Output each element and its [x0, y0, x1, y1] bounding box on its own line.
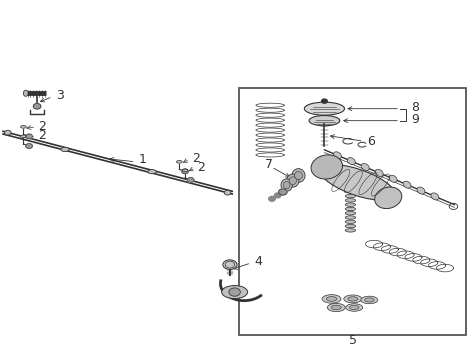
Circle shape: [321, 99, 327, 103]
Ellipse shape: [345, 212, 356, 215]
Ellipse shape: [346, 304, 363, 311]
Circle shape: [279, 189, 287, 195]
Ellipse shape: [23, 90, 28, 96]
Text: 5: 5: [349, 333, 357, 347]
Ellipse shape: [223, 260, 237, 269]
Ellipse shape: [294, 172, 302, 180]
Text: 2: 2: [38, 129, 46, 142]
Ellipse shape: [176, 160, 182, 163]
Text: 3: 3: [56, 89, 64, 103]
Ellipse shape: [345, 216, 356, 219]
Circle shape: [26, 134, 32, 139]
Circle shape: [182, 169, 188, 174]
Ellipse shape: [182, 169, 188, 172]
Circle shape: [33, 104, 41, 109]
Ellipse shape: [304, 102, 345, 115]
Ellipse shape: [20, 135, 26, 138]
Text: 2: 2: [197, 161, 205, 174]
Ellipse shape: [348, 297, 358, 301]
Ellipse shape: [289, 177, 296, 184]
Text: 1: 1: [139, 153, 146, 166]
Text: 9: 9: [411, 113, 419, 126]
Ellipse shape: [287, 174, 299, 187]
Ellipse shape: [374, 187, 402, 208]
Ellipse shape: [345, 203, 356, 206]
Ellipse shape: [345, 207, 356, 211]
Text: 8: 8: [411, 101, 419, 114]
Ellipse shape: [309, 116, 340, 126]
Ellipse shape: [283, 181, 290, 189]
Ellipse shape: [4, 130, 11, 135]
Bar: [239, 88, 466, 335]
Ellipse shape: [222, 286, 247, 299]
Ellipse shape: [345, 195, 356, 198]
Ellipse shape: [375, 169, 383, 176]
Ellipse shape: [361, 164, 369, 171]
Ellipse shape: [334, 152, 341, 159]
Ellipse shape: [365, 298, 374, 302]
Circle shape: [187, 177, 194, 182]
Ellipse shape: [20, 126, 26, 128]
Ellipse shape: [281, 179, 292, 191]
Ellipse shape: [345, 199, 356, 202]
Ellipse shape: [349, 306, 359, 310]
Ellipse shape: [326, 296, 337, 301]
Text: 7: 7: [264, 158, 273, 172]
Text: 4: 4: [255, 255, 263, 268]
Text: 2: 2: [191, 152, 200, 165]
Ellipse shape: [389, 175, 397, 182]
Ellipse shape: [148, 169, 156, 174]
Ellipse shape: [311, 155, 343, 179]
Ellipse shape: [431, 193, 439, 200]
Ellipse shape: [345, 220, 356, 223]
Ellipse shape: [224, 190, 231, 195]
Ellipse shape: [403, 181, 411, 188]
Circle shape: [229, 288, 240, 296]
Ellipse shape: [361, 296, 378, 304]
Ellipse shape: [320, 165, 395, 200]
Text: 2: 2: [38, 120, 46, 133]
Ellipse shape: [327, 303, 345, 311]
Ellipse shape: [61, 148, 69, 151]
Circle shape: [274, 193, 281, 198]
Ellipse shape: [322, 295, 341, 303]
Circle shape: [26, 144, 32, 149]
Text: 6: 6: [367, 135, 375, 149]
Ellipse shape: [331, 305, 341, 310]
Ellipse shape: [347, 158, 356, 165]
Ellipse shape: [292, 169, 305, 182]
Ellipse shape: [417, 187, 425, 194]
Ellipse shape: [345, 229, 356, 232]
Circle shape: [269, 196, 275, 201]
Ellipse shape: [344, 295, 362, 303]
Ellipse shape: [345, 224, 356, 228]
